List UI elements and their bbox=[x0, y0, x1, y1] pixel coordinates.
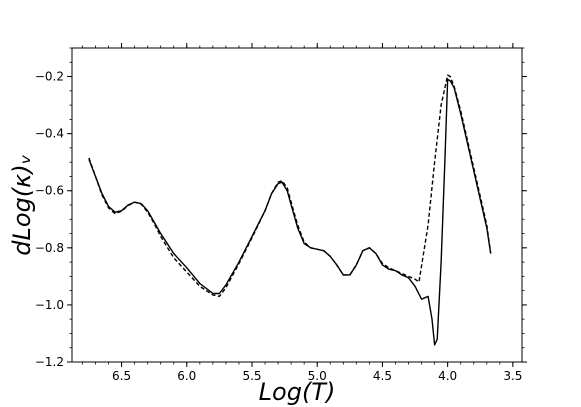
x-tick-label: 6.5 bbox=[112, 369, 131, 383]
x-tick-label: 5.5 bbox=[242, 369, 261, 383]
plot-frame bbox=[71, 47, 523, 363]
x-axis: 6.5 6.0 5.5 5.0 4.5 4.0 3.5 bbox=[82, 43, 522, 383]
plot-area: 6.5 6.0 5.5 5.0 4.5 4.0 3.5 −1.2 −1.0 −0.8 −0.6 −0… bbox=[35, 43, 527, 383]
x-tick-label: 3.5 bbox=[503, 369, 522, 383]
y-axis: −1.2 −1.0 −0.8 −0.6 −0.4 −0.2 bbox=[35, 47, 527, 369]
y-axis-label: dLog(κ)ᵥ bbox=[8, 154, 36, 255]
x-axis-label: Log(T) bbox=[259, 378, 336, 406]
y-tick-label: −0.6 bbox=[35, 184, 64, 198]
x-tick-label: 6.0 bbox=[177, 369, 196, 383]
x-tick-label: 4.5 bbox=[373, 369, 392, 383]
y-tick-label: −0.4 bbox=[35, 127, 64, 141]
y-tick-label: −1.2 bbox=[35, 355, 64, 369]
y-tick-label: −0.2 bbox=[35, 70, 64, 84]
series-line-solid bbox=[88, 78, 492, 346]
y-tick-label: −0.8 bbox=[35, 241, 64, 255]
x-tick-label: 4.0 bbox=[438, 369, 457, 383]
series-line-dashed bbox=[88, 74, 492, 298]
x-tick-label: 5.0 bbox=[308, 369, 327, 383]
y-tick-label: −1.0 bbox=[35, 298, 64, 312]
series-layer bbox=[88, 74, 492, 346]
